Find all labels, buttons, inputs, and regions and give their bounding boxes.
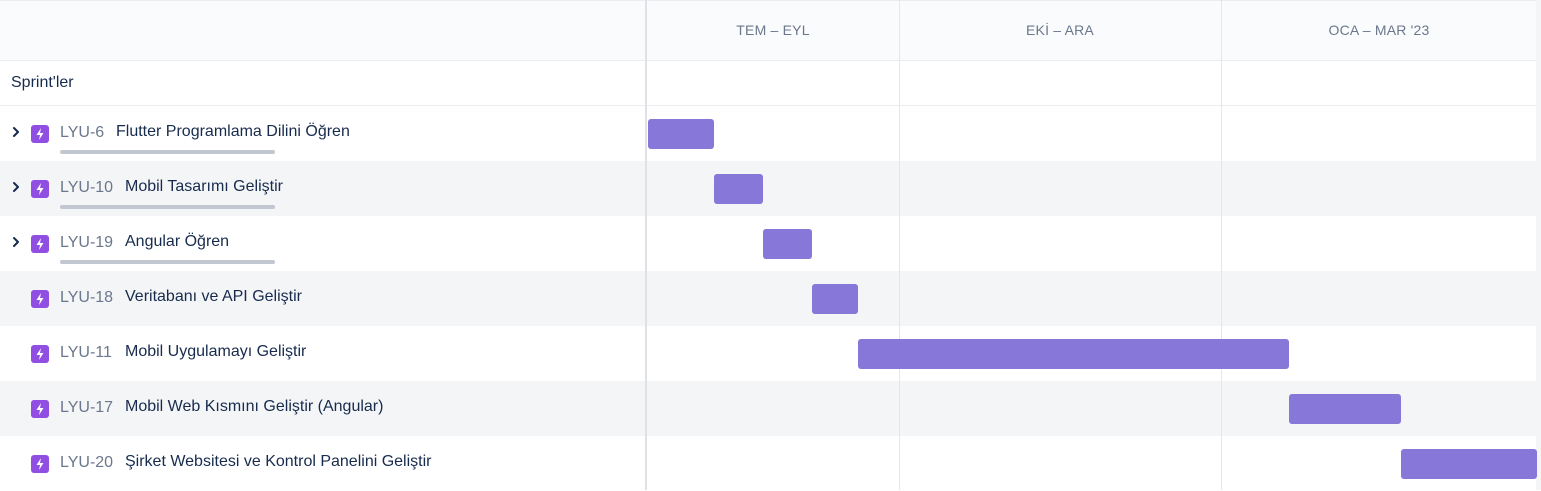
sprints-row[interactable]: Sprint'ler — [0, 61, 645, 106]
issue-title[interactable]: Mobil Uygulamayı Geliştir — [125, 343, 307, 360]
epic-lightning-icon — [31, 400, 49, 418]
month-label: OCA – MAR '23 — [1328, 22, 1430, 38]
timeline-row — [647, 271, 1541, 326]
issue-list-pane: Sprint'ler LYU-6 Flutter Programlama Dil… — [0, 0, 645, 491]
expand-chevron-icon[interactable] — [10, 181, 22, 193]
expand-chevron-icon[interactable] — [10, 126, 22, 138]
child-progress-bar — [60, 150, 275, 154]
issue-row-lyu-6[interactable]: LYU-6 Flutter Programlama Dilini Öğren — [0, 106, 645, 161]
issue-key[interactable]: LYU-18 — [60, 289, 114, 306]
month-label: TEM – EYL — [736, 22, 810, 38]
issue-title[interactable]: Mobil Tasarımı Geliştir — [125, 178, 283, 195]
epic-lightning-icon — [31, 290, 49, 308]
issue-key[interactable]: LYU-20 — [60, 454, 114, 471]
issue-row-lyu-11[interactable]: LYU-11 Mobil Uygulamayı Geliştir — [0, 326, 645, 381]
child-progress-bar — [60, 205, 275, 209]
sprints-label: Sprint'ler — [11, 74, 74, 91]
pane-divider[interactable] — [645, 0, 647, 490]
issue-row-lyu-19[interactable]: LYU-19 Angular Öğren — [0, 216, 645, 271]
epic-lightning-icon — [31, 180, 49, 198]
list-header — [0, 0, 645, 61]
month-divider — [899, 0, 900, 490]
issue-row-lyu-18[interactable]: LYU-18 Veritabanı ve API Geliştir — [0, 271, 645, 326]
timeline-row — [647, 436, 1541, 491]
month-label: EKİ – ARA — [1026, 22, 1094, 38]
issue-title[interactable]: Şirket Websitesi ve Kontrol Panelini Gel… — [125, 453, 432, 470]
timeline-row — [647, 161, 1541, 216]
timeline-row — [647, 106, 1541, 161]
expand-chevron-icon[interactable] — [10, 236, 22, 248]
timeline-header — [647, 0, 1541, 61]
issue-key[interactable]: LYU-6 — [60, 124, 105, 141]
schedule-bar-lyu-17[interactable] — [1289, 394, 1401, 424]
issue-title[interactable]: Flutter Programlama Dilini Öğren — [116, 123, 350, 140]
epic-lightning-icon — [31, 125, 49, 143]
issue-key[interactable]: LYU-10 — [60, 179, 114, 196]
issue-row-lyu-17[interactable]: LYU-17 Mobil Web Kısmını Geliştir (Angul… — [0, 381, 645, 436]
timeline-sprints-row — [647, 61, 1541, 106]
issue-row-lyu-10[interactable]: LYU-10 Mobil Tasarımı Geliştir — [0, 161, 645, 216]
timeline-edge — [1536, 0, 1541, 490]
issue-key[interactable]: LYU-19 — [60, 234, 114, 251]
schedule-bar-lyu-20[interactable] — [1401, 449, 1537, 479]
schedule-bar-lyu-10[interactable] — [714, 174, 763, 204]
epic-lightning-icon — [31, 235, 49, 253]
schedule-bar-lyu-11[interactable] — [858, 339, 1289, 369]
timeline-row — [647, 381, 1541, 436]
schedule-bar-lyu-18[interactable] — [812, 284, 858, 314]
child-progress-bar — [60, 260, 275, 264]
issue-key[interactable]: LYU-17 — [60, 399, 114, 416]
issue-title[interactable]: Mobil Web Kısmını Geliştir (Angular) — [125, 398, 384, 415]
schedule-bar-lyu-6[interactable] — [648, 119, 714, 149]
epic-lightning-icon — [31, 345, 49, 363]
epic-lightning-icon — [31, 455, 49, 473]
issue-title[interactable]: Veritabanı ve API Geliştir — [125, 288, 302, 305]
schedule-bar-lyu-19[interactable] — [763, 229, 812, 259]
issue-key[interactable]: LYU-11 — [60, 344, 112, 361]
issue-title[interactable]: Angular Öğren — [125, 233, 230, 250]
issue-row-lyu-20[interactable]: LYU-20 Şirket Websitesi ve Kontrol Panel… — [0, 436, 645, 491]
month-divider — [1221, 0, 1222, 490]
timeline-grid: TEM – EYL EKİ – ARA OCA – MAR '23 — [647, 0, 1541, 491]
